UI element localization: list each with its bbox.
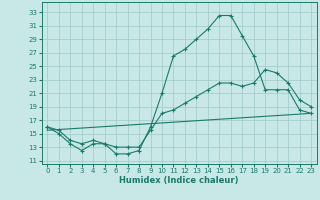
- X-axis label: Humidex (Indice chaleur): Humidex (Indice chaleur): [119, 176, 239, 185]
